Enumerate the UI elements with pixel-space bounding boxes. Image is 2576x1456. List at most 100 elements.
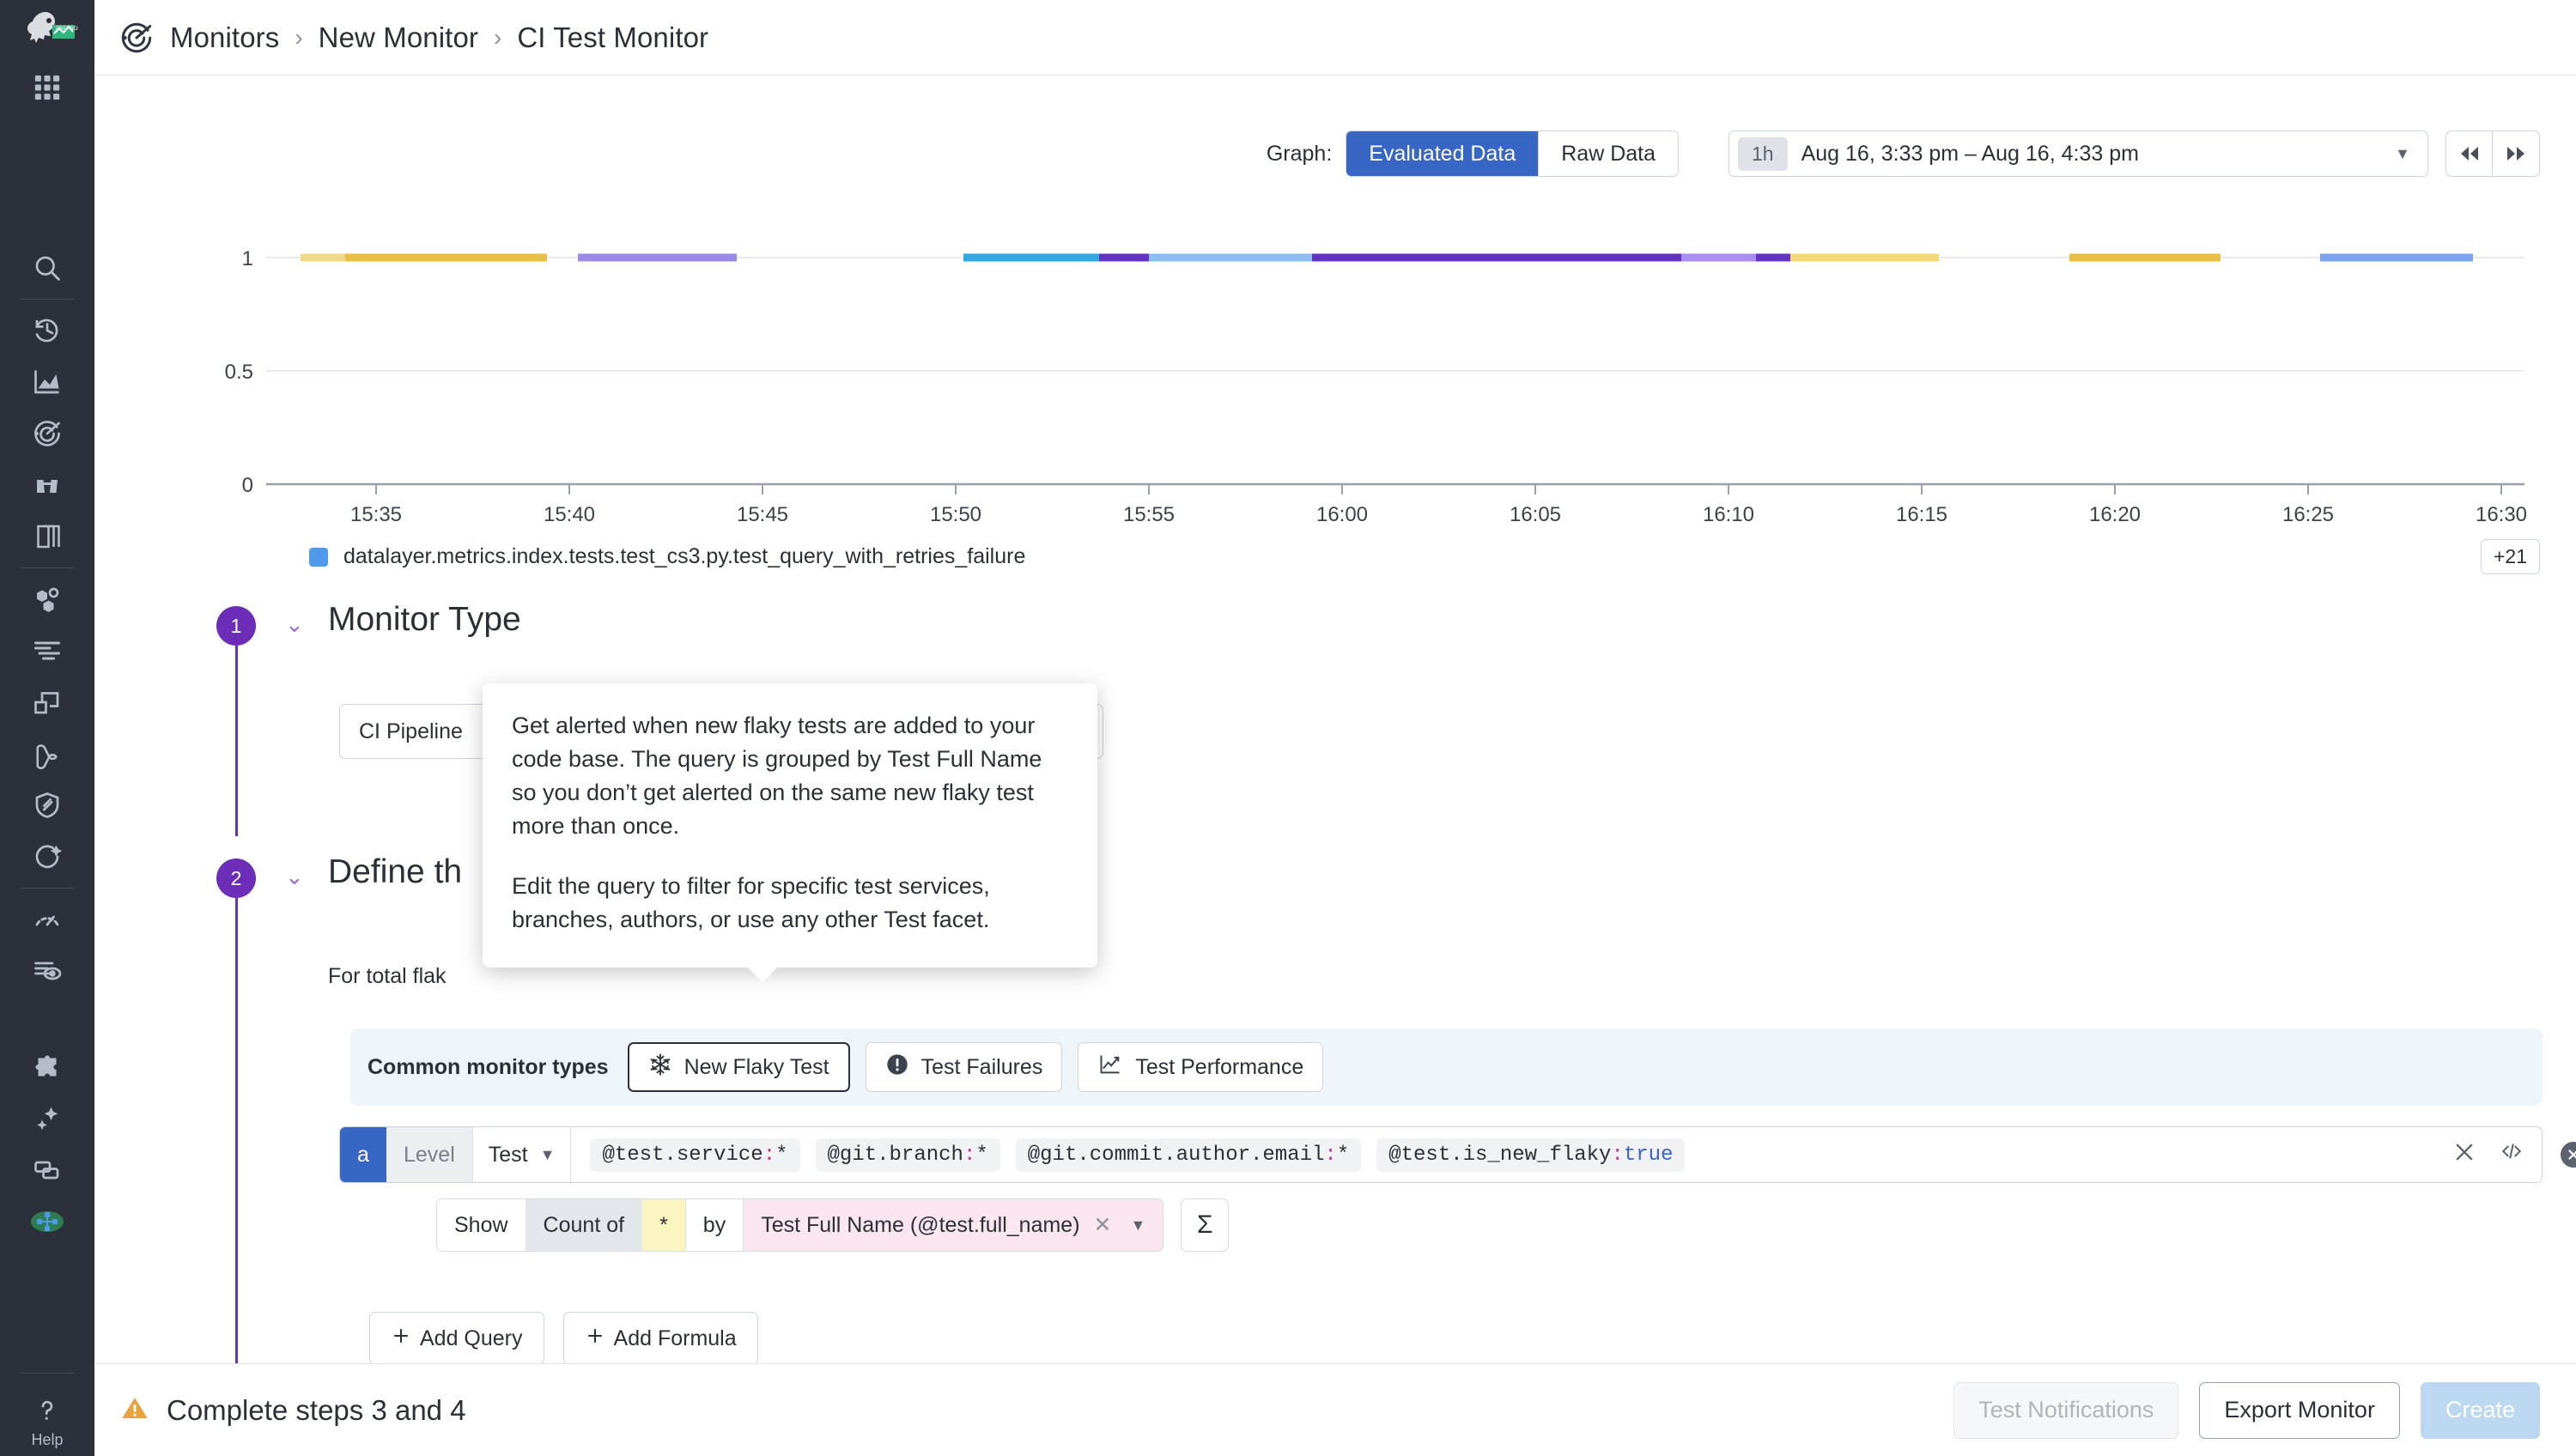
sidebar-divider <box>21 888 74 889</box>
tag-key: @git.branch <box>827 1143 963 1167</box>
workflows-icon[interactable] <box>0 1144 94 1196</box>
add-formula-button[interactable]: Add Formula <box>562 1312 758 1365</box>
query-tag[interactable]: @test.is_new_flaky:true <box>1376 1138 1686 1172</box>
chip-label: Test Performance <box>1135 1054 1304 1079</box>
performance-gauge-icon[interactable] <box>0 894 94 945</box>
alert-circle-icon <box>885 1053 909 1083</box>
query-level-label: Level <box>386 1127 473 1182</box>
breadcrumb-separator: › <box>494 23 502 51</box>
code-brackets-icon[interactable] <box>2499 1140 2524 1169</box>
chevron-down-icon[interactable]: ⌄ <box>285 864 304 889</box>
group-by-select[interactable]: Test Full Name (@test.full_name) ✕ ▼ <box>744 1199 1163 1251</box>
query-scope-value: Test <box>488 1142 528 1167</box>
graph-data-toggle: Evaluated Data Raw Data <box>1346 130 1679 177</box>
tag-value: * <box>775 1143 788 1167</box>
chip-test-performance[interactable]: Test Performance <box>1078 1042 1324 1092</box>
test-notifications-button[interactable]: Test Notifications <box>1953 1381 2179 1439</box>
svg-text:15:35: 15:35 <box>350 503 402 526</box>
completion-warning: Complete steps 3 and 4 <box>120 1394 466 1427</box>
monitor-type-value: CI Pipeline <box>359 719 463 743</box>
time-range-picker[interactable]: 1h Aug 16, 3:33 pm – Aug 16, 4:33 pm ▼ <box>1728 130 2428 177</box>
metric-select[interactable]: * <box>642 1199 686 1251</box>
chevron-down-icon: ▼ <box>539 1145 556 1163</box>
service-map-icon[interactable] <box>0 676 94 728</box>
sigma-rollup-button[interactable]: Σ <box>1181 1198 1230 1252</box>
apps-grid-icon[interactable] <box>0 62 94 113</box>
add-buttons-row: Add Query Add Formula <box>369 1312 758 1365</box>
watchdog-icon[interactable] <box>0 459 94 511</box>
plus-icon <box>585 1326 605 1352</box>
query-tag[interactable]: @git.branch:* <box>815 1138 1000 1172</box>
ci-visibility-icon[interactable] <box>0 831 94 883</box>
chip-test-failures[interactable]: Test Failures <box>865 1042 1063 1092</box>
svg-text:1: 1 <box>242 247 253 270</box>
breadcrumb-item-ci-test-monitor[interactable]: CI Test Monitor <box>517 21 709 53</box>
traces-icon[interactable] <box>0 625 94 676</box>
step-1-rail <box>235 646 238 836</box>
chevron-down-icon[interactable]: ▼ <box>1130 1216 1146 1234</box>
group-by-remove-icon[interactable]: ✕ <box>1093 1213 1112 1237</box>
export-monitor-button[interactable]: Export Monitor <box>2199 1381 2400 1439</box>
tag-sep: : <box>762 1143 776 1167</box>
graph-toolbar: Graph: Evaluated Data Raw Data 1h Aug 16… <box>94 130 2576 177</box>
close-x-icon[interactable] <box>2452 1140 2476 1170</box>
query-tag[interactable]: @git.commit.author.email:* <box>1015 1138 1362 1172</box>
time-nav-back-button[interactable] <box>2446 131 2493 176</box>
query-actions <box>2452 1127 2542 1182</box>
sparkle-ai-icon[interactable] <box>0 1093 94 1144</box>
integrations-puzzle-icon[interactable] <box>0 1041 94 1093</box>
svg-text:16:15: 16:15 <box>1896 503 1947 526</box>
monitors-icon[interactable] <box>0 408 94 459</box>
query-editor-row[interactable]: a Level Test ▼ @test.service:* @git.bran… <box>339 1126 2543 1183</box>
svg-text:16:05: 16:05 <box>1510 503 1561 526</box>
tag-sep: : <box>1611 1143 1624 1167</box>
help-button[interactable]: Help <box>0 1396 94 1449</box>
chip-new-flaky-test[interactable]: New Flaky Test <box>627 1042 850 1092</box>
chevron-down-icon[interactable]: ⌄ <box>285 611 304 637</box>
left-sidebar: PREPROD <box>0 0 94 1456</box>
query-tag-list: @test.service:* @git.branch:* @git.commi… <box>571 1127 2452 1182</box>
history-icon[interactable] <box>0 305 94 356</box>
chip-label: New Flaky Test <box>683 1054 829 1079</box>
legend-overflow-badge[interactable]: +21 <box>2480 539 2540 574</box>
aggregation-select[interactable]: Count of <box>526 1199 643 1251</box>
infrastructure-icon[interactable] <box>0 573 94 625</box>
legend-series-label[interactable]: datalayer.metrics.index.tests.test_cs3.p… <box>343 544 1026 568</box>
query-scope-select[interactable]: Test ▼ <box>473 1127 572 1182</box>
datadog-logo[interactable]: PREPROD <box>16 7 82 62</box>
svg-text:15:55: 15:55 <box>1123 503 1175 526</box>
logs-icon[interactable] <box>0 511 94 562</box>
svg-text:15:50: 15:50 <box>930 503 981 526</box>
add-query-button[interactable]: Add Query <box>369 1312 544 1365</box>
tab-raw-data[interactable]: Raw Data <box>1539 131 1678 176</box>
chevron-down-icon: ▼ <box>2395 144 2410 162</box>
tab-evaluated-data[interactable]: Evaluated Data <box>1346 131 1540 176</box>
svg-text:16:00: 16:00 <box>1316 503 1368 526</box>
time-range-text: Aug 16, 3:33 pm – Aug 16, 4:33 pm <box>1801 141 2139 166</box>
completion-warning-text: Complete steps 3 and 4 <box>167 1393 466 1426</box>
service-catalog-icon[interactable] <box>0 1196 94 1247</box>
svg-text:16:25: 16:25 <box>2282 503 2334 526</box>
help-label: Help <box>31 1431 64 1448</box>
snowflake-icon <box>648 1053 672 1083</box>
search-icon[interactable] <box>0 242 94 294</box>
query-tag[interactable]: @test.service:* <box>590 1138 800 1172</box>
dashboards-icon[interactable] <box>0 356 94 408</box>
show-label: Show <box>437 1199 526 1251</box>
monitors-icon <box>118 20 155 56</box>
common-monitor-types-strip: Common monitor types New Flaky Test <box>350 1028 2543 1106</box>
create-button[interactable]: Create <box>2420 1381 2540 1439</box>
breadcrumb-item-new-monitor[interactable]: New Monitor <box>318 21 478 53</box>
security-shield-icon[interactable] <box>0 780 94 831</box>
breadcrumb-item-monitors[interactable]: Monitors <box>170 21 280 53</box>
tag-key: @git.commit.author.email <box>1027 1143 1325 1167</box>
page-title-define-query: Define th <box>328 853 463 890</box>
digital-experience-icon[interactable] <box>0 728 94 780</box>
svg-text:PREPROD: PREPROD <box>56 27 78 32</box>
error-tracking-icon[interactable] <box>0 945 94 997</box>
remove-query-icon[interactable] <box>2561 1142 2576 1168</box>
time-nav-forward-button[interactable] <box>2493 131 2539 176</box>
svg-text:15:40: 15:40 <box>544 503 595 526</box>
evaluated-data-chart[interactable]: 1 0.5 0 <box>94 199 2576 560</box>
sidebar-divider <box>21 299 74 300</box>
